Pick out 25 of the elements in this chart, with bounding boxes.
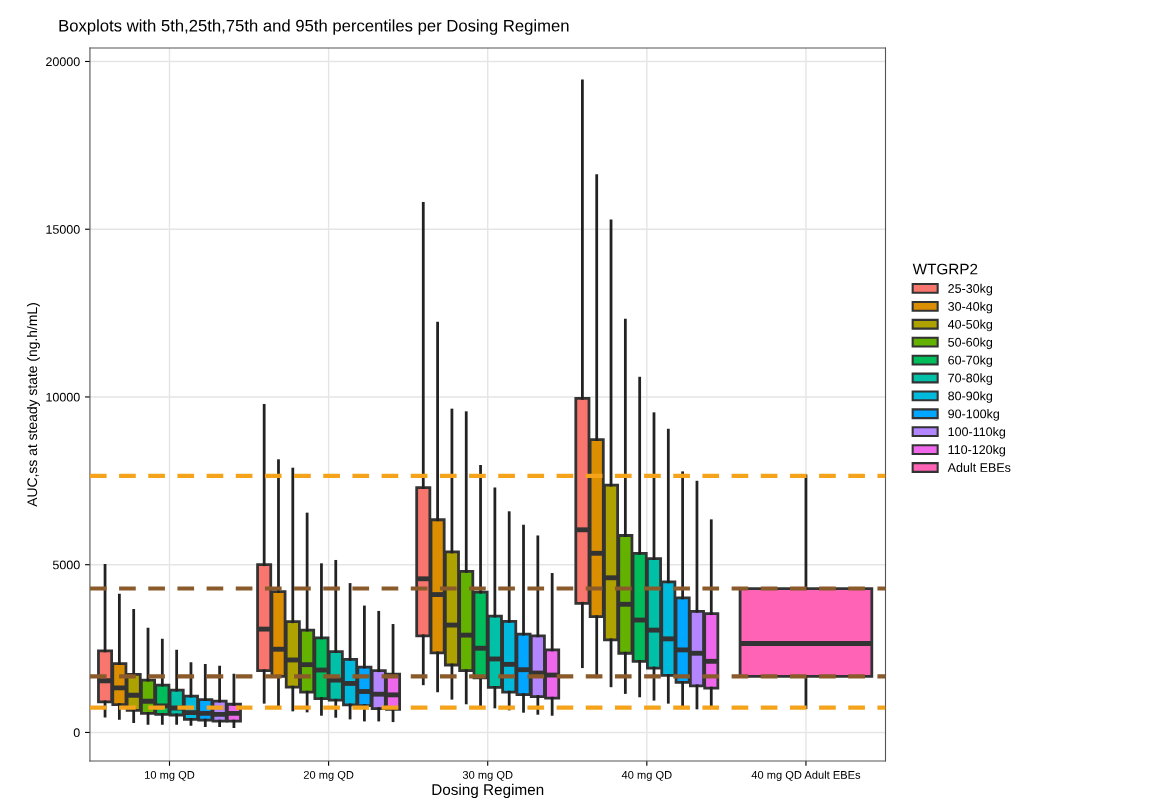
legend-label: 70-80kg xyxy=(948,373,993,385)
chart-title: Boxplots with 5th,25th,75th and 95th percentiles per Dosing Regimen xyxy=(59,19,569,35)
legend-label: 90-100kg xyxy=(948,409,999,421)
x-tick-label: 10 mg QD xyxy=(145,770,195,782)
legend-label: 60-70kg xyxy=(948,355,993,368)
legend-label: 50-60kg xyxy=(948,337,993,350)
legend-label: 30-40kg xyxy=(948,301,993,314)
legend-label: Adult EBEs xyxy=(947,462,1011,472)
legend-label: 40-50kg xyxy=(947,319,993,332)
y-tick-label: 5000 xyxy=(52,560,80,570)
y-tick-label: 0 xyxy=(73,728,80,738)
y-tick-label: 20000 xyxy=(46,57,80,67)
x-axis-title: Dosing Regimen xyxy=(432,783,544,799)
legend-label: 100-110kg xyxy=(948,426,1006,439)
x-tick-label: 30 mg QD xyxy=(462,770,513,782)
x-tick-label: 40 mg QD xyxy=(621,770,672,782)
legend-label: 80-90kg xyxy=(948,391,993,403)
y-tick-label: 10000 xyxy=(46,392,80,402)
legend-label: 110-120kg xyxy=(948,444,1006,457)
y-axis-title: AUC,ss at steady state (ng.h/mL) xyxy=(26,303,40,507)
legend-label: 25-30kg xyxy=(948,283,993,296)
x-tick-label: 20 mg QD xyxy=(303,770,354,782)
x-tick-label: 40 mg QD Adult EBEs xyxy=(751,770,861,782)
y-tick-label: 15000 xyxy=(46,225,80,234)
legend-title: WTGRP2 xyxy=(912,263,978,275)
